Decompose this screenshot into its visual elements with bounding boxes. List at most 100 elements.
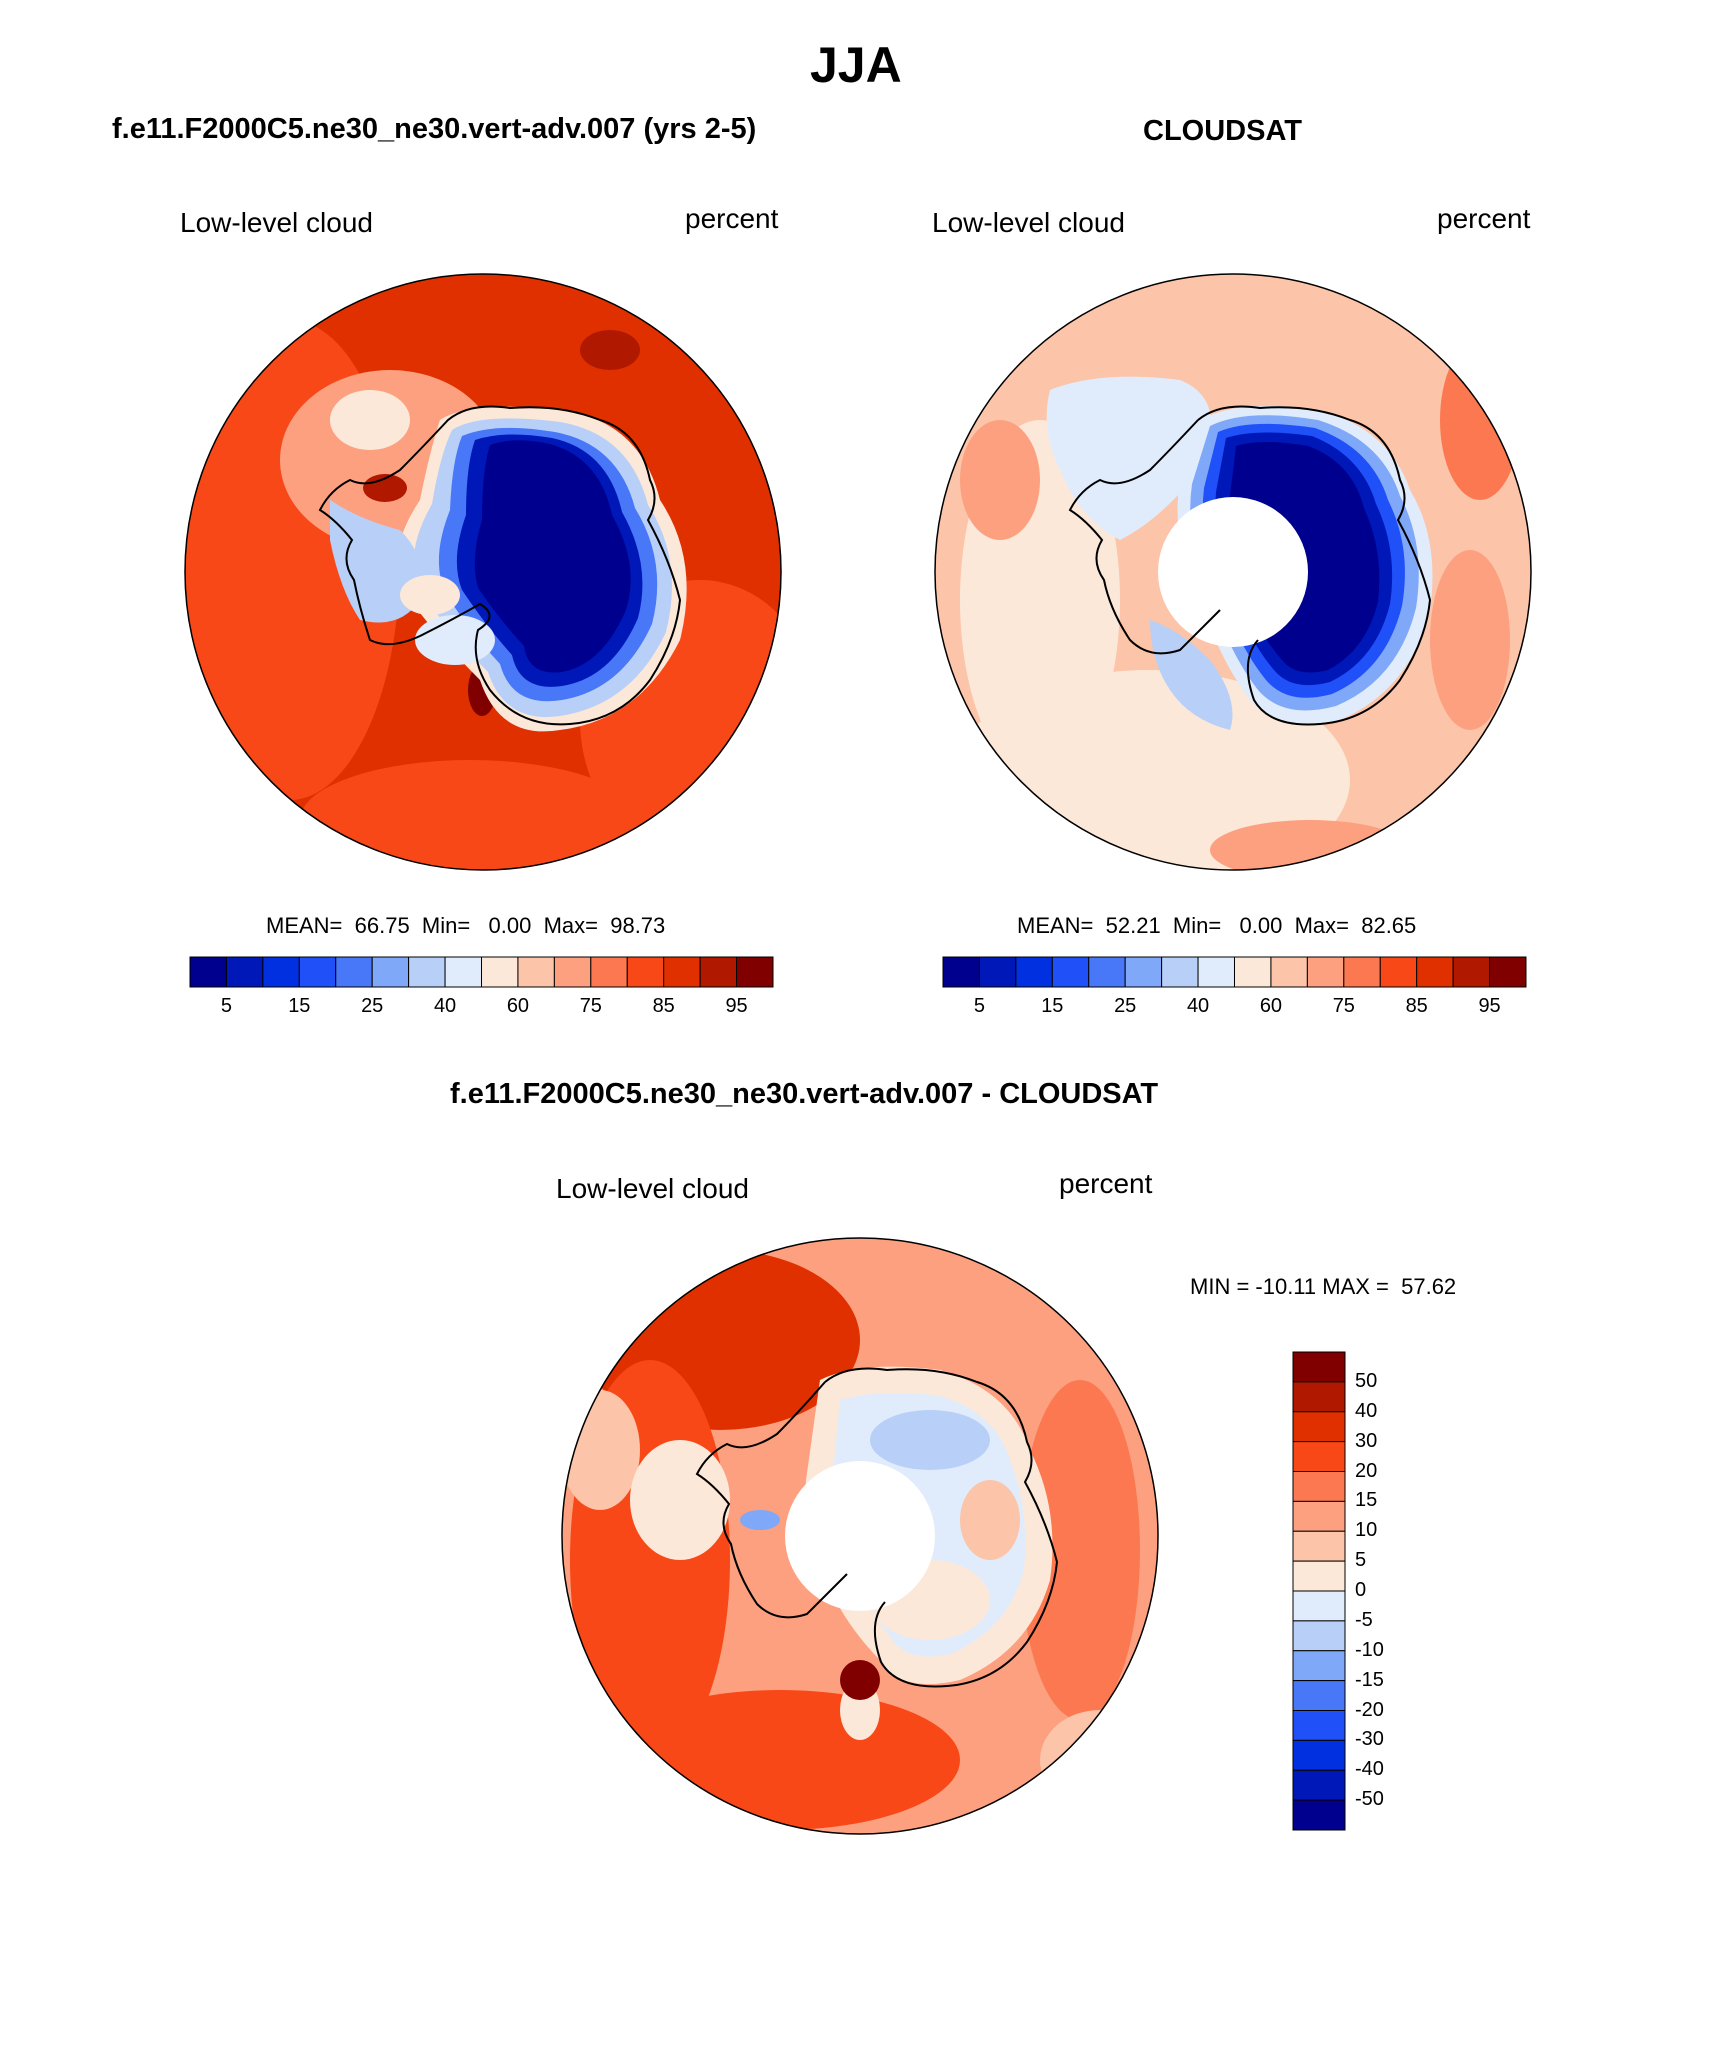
colorbar-tick-label: 5 [220,995,232,1017]
colorbar-swatch [553,956,592,988]
colorbar-tick-label: 15 [288,995,311,1017]
colorbar-swatch [1051,956,1090,988]
colorbar-swatch [1292,1500,1346,1532]
colorbar-tick-label: -5 [1355,1608,1373,1631]
colorbar-swatch [1292,1590,1346,1622]
diff-map-border [561,1237,1159,1835]
colorbar-tick-label: 95 [1478,995,1501,1017]
colorbar-swatch [590,956,628,988]
panel-obs-units: percent [1437,203,1531,234]
panel-diff-header: f.e11.F2000C5.ne30_ne30.vert-adv.007 - C… [450,1078,1159,1110]
colorbar-swatch [298,956,337,988]
panel-diff-units: percent [1059,1168,1153,1199]
colorbar-tick-label: 15 [1355,1489,1378,1512]
panel-diff-stats: MIN = -10.11 MAX = 57.62 [1190,1274,1457,1299]
colorbar-tick-label: 85 [1405,995,1428,1017]
colorbar-tick-label: -15 [1355,1668,1384,1691]
colorbar-tick-label: 20 [1355,1459,1378,1482]
colorbar-swatch [1292,1620,1346,1652]
colorbar-swatch [1270,956,1308,988]
colorbar-swatch [262,956,300,988]
model-coastline [318,405,682,726]
colorbar-swatch [1379,956,1418,988]
colorbar-tick-label: 25 [1114,995,1137,1017]
colorbar-tick-label: -30 [1355,1728,1384,1751]
colorbar-tick-label: -10 [1355,1638,1384,1661]
colorbar-swatch [1306,956,1345,988]
colorbar-swatch [1124,956,1163,988]
colorbar-swatch [1292,1680,1346,1711]
colorbar-swatch [189,956,227,988]
colorbar-swatch [481,956,519,988]
obs-map [935,274,1531,870]
colorbar-swatch [942,956,980,988]
model-map [185,274,781,870]
obs-coastline [1197,405,1432,726]
colorbar-tick-label: 40 [1186,995,1210,1017]
colorbar-tick-label: 30 [1355,1429,1378,1452]
colorbar-tick-label: 85 [652,995,675,1017]
panel-obs-stats: MEAN= 52.21 Min= 0.00 Max= 82.65 [1017,913,1417,938]
panel-model-stats: MEAN= 66.75 Min= 0.00 Max= 98.73 [266,913,666,938]
colorbar-swatch [1416,956,1454,988]
colorbar-swatch [1292,1381,1346,1413]
colorbar-swatch [1161,956,1199,988]
figure-title: JJA [810,37,902,93]
colorbar-tick-label: 75 [579,995,602,1017]
colorbar-swatch [335,956,373,988]
colorbar-swatch [1292,1650,1346,1682]
panel-model-units: percent [685,203,779,234]
diff-coastline [824,1367,1059,1688]
colorbar-tick-label: 40 [433,995,457,1017]
colorbar-swatch [408,956,446,988]
colorbar-tick-label: -50 [1355,1788,1384,1811]
colorbar-swatch [1292,1739,1346,1771]
colorbar-tick-label: 95 [725,995,748,1017]
colorbar-tick-label: 60 [506,995,530,1017]
colorbar-tick-label: 5 [1355,1549,1367,1572]
colorbar-swatch [626,956,665,988]
model-colorbar [189,956,774,988]
panel-obs-header: CLOUDSAT [1143,115,1302,147]
colorbar-tick-label: 15 [1041,995,1064,1017]
colorbar-tick-label: 50 [1355,1369,1378,1392]
colorbar-swatch [444,956,482,988]
colorbar-swatch [978,956,1017,988]
colorbar-tick-label: 10 [1355,1519,1378,1542]
obs-colorbar [942,956,1527,988]
colorbar-tick-label: -20 [1355,1698,1384,1721]
panel-obs-variable: Low-level cloud [932,207,1125,238]
colorbar-swatch [517,956,555,988]
diff-coastline-west [695,1381,848,1619]
panel-model-header: f.e11.F2000C5.ne30_ne30.vert-adv.007 (yr… [112,113,757,145]
colorbar-tick-label: 40 [1355,1399,1378,1422]
colorbar-swatch [371,956,410,988]
colorbar-swatch [1292,1560,1346,1592]
colorbar-swatch [1292,1710,1346,1741]
colorbar-swatch [1197,956,1235,988]
colorbar-swatch [1452,956,1491,988]
colorbar-swatch [1292,1441,1346,1472]
colorbar-swatch [736,956,774,988]
colorbar-tick-label: -40 [1355,1758,1384,1781]
colorbar-swatch [1088,956,1126,988]
obs-map-border [934,273,1532,871]
colorbar-swatch [225,956,264,988]
colorbar-swatch [1292,1351,1346,1383]
colorbar-swatch [1234,956,1272,988]
colorbar-tick-label: 5 [973,995,985,1017]
colorbar-swatch [1489,956,1527,988]
model-map-border [184,273,782,871]
diff-colorbar [1292,1351,1346,1831]
colorbar-swatch [1015,956,1053,988]
colorbar-tick-label: 60 [1259,995,1283,1017]
colorbar-swatch [699,956,738,988]
colorbar-tick-label: 0 [1355,1579,1367,1601]
obs-coastline-west [1068,419,1221,655]
colorbar-tick-label: 25 [361,995,384,1017]
panel-diff-variable: Low-level cloud [556,1173,749,1204]
colorbar-swatch [663,956,701,988]
colorbar-swatch [1292,1769,1346,1801]
panel-model-variable: Low-level cloud [180,207,373,238]
colorbar-swatch [1292,1530,1346,1562]
